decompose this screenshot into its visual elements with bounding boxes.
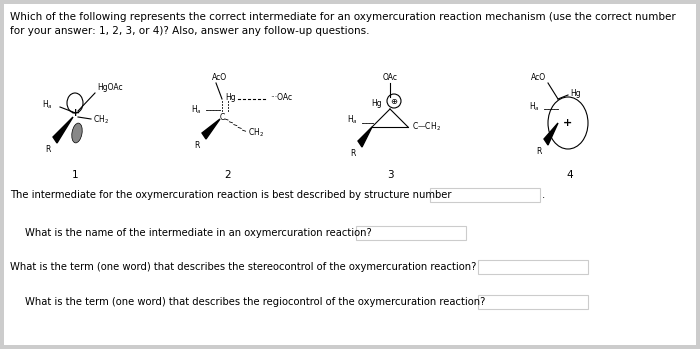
Text: H$_a$: H$_a$ xyxy=(529,101,540,113)
FancyBboxPatch shape xyxy=(430,188,540,202)
Text: What is the name of the intermediate in an oxymercuration reaction?: What is the name of the intermediate in … xyxy=(25,228,372,238)
Text: C: C xyxy=(219,112,225,121)
Text: AcO: AcO xyxy=(212,73,227,82)
Text: HgOAc: HgOAc xyxy=(97,82,122,91)
FancyBboxPatch shape xyxy=(478,295,588,309)
Text: ···OAc: ···OAc xyxy=(270,92,292,102)
Text: for your answer: 1, 2, 3, or 4)? Also, answer any follow-up questions.: for your answer: 1, 2, 3, or 4)? Also, a… xyxy=(10,26,370,36)
Text: H$_a$: H$_a$ xyxy=(347,114,358,126)
Text: Hg: Hg xyxy=(225,92,236,102)
Text: R: R xyxy=(351,149,356,158)
Text: $\oplus$: $\oplus$ xyxy=(390,97,398,105)
Text: .: . xyxy=(542,190,545,200)
Text: 2: 2 xyxy=(225,170,231,180)
Text: 4: 4 xyxy=(567,170,573,180)
Text: H$_a$: H$_a$ xyxy=(42,99,53,111)
FancyBboxPatch shape xyxy=(356,226,466,240)
Polygon shape xyxy=(202,119,220,139)
Text: The intermediate for the oxymercuration reaction is best described by structure : The intermediate for the oxymercuration … xyxy=(10,190,452,200)
Text: AcO: AcO xyxy=(531,73,546,82)
FancyBboxPatch shape xyxy=(478,260,588,274)
Text: What is the term (one word) that describes the regiocontrol of the oxymercuratio: What is the term (one word) that describ… xyxy=(25,297,485,307)
Polygon shape xyxy=(53,117,73,143)
Text: CH$_2$: CH$_2$ xyxy=(248,127,264,139)
Text: H$_a$: H$_a$ xyxy=(191,104,202,116)
Text: +: + xyxy=(564,118,573,128)
Text: R: R xyxy=(46,145,51,154)
Text: What is the term (one word) that describes the stereocontrol of the oxymercurati: What is the term (one word) that describ… xyxy=(10,262,477,272)
Text: 3: 3 xyxy=(386,170,393,180)
Text: Hg: Hg xyxy=(570,89,580,97)
Text: +: + xyxy=(71,108,80,118)
Text: Hg: Hg xyxy=(372,98,382,107)
Text: R: R xyxy=(195,141,200,150)
Polygon shape xyxy=(544,123,558,145)
Text: OAc: OAc xyxy=(382,73,398,82)
Ellipse shape xyxy=(72,123,82,143)
Text: Which of the following represents the correct intermediate for an oxymercuration: Which of the following represents the co… xyxy=(10,12,675,22)
Polygon shape xyxy=(358,127,372,147)
Text: CH$_2$: CH$_2$ xyxy=(93,114,109,126)
Text: 1: 1 xyxy=(71,170,78,180)
Text: R: R xyxy=(537,147,542,156)
Text: C—CH$_2$: C—CH$_2$ xyxy=(412,121,441,133)
FancyBboxPatch shape xyxy=(4,4,696,345)
